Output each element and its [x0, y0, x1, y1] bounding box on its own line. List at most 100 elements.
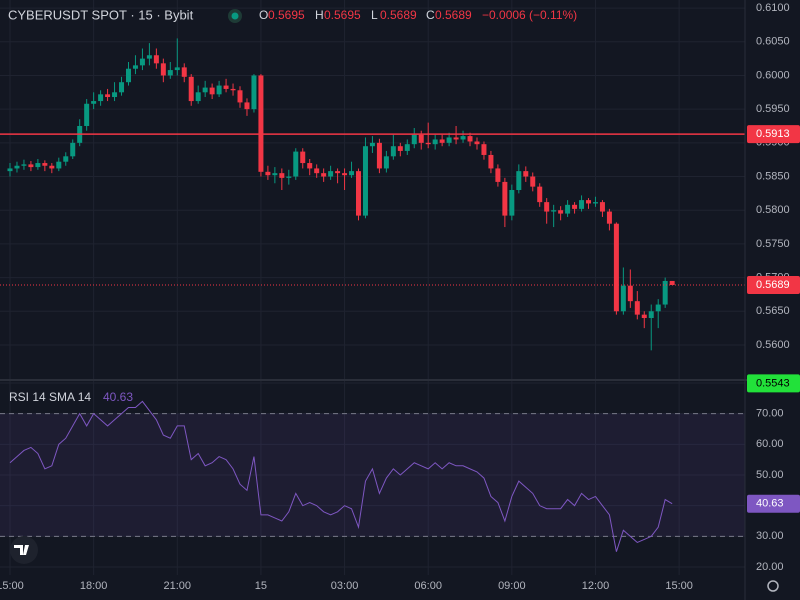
candle-body	[146, 55, 152, 59]
price-label: 0.5689	[756, 279, 790, 291]
rsi-label-box	[747, 494, 800, 513]
candle-body	[356, 171, 361, 216]
candle-body	[321, 173, 327, 177]
candle-body	[425, 142, 431, 145]
y-tick-label: 20.00	[756, 561, 784, 573]
y-tick-label: 0.6050	[756, 36, 790, 48]
candle-body	[174, 67, 180, 71]
candle-body	[335, 171, 341, 174]
rsi-line	[9, 400, 673, 552]
candle-body	[119, 82, 125, 93]
ohlc-letter: O	[259, 8, 268, 22]
candle-body	[56, 161, 62, 169]
candle-body	[383, 156, 389, 169]
x-tick-label: 15:00	[0, 580, 24, 592]
alert-label: 0.5913	[756, 128, 790, 140]
candle-body	[627, 285, 633, 302]
candle-body	[202, 87, 208, 93]
candle-body	[209, 87, 215, 95]
candle-body	[418, 134, 424, 143]
candle-body	[648, 311, 654, 319]
candle-body	[328, 171, 334, 177]
symbol: CYBERUSDT SPOT · 15 · Bybit	[8, 7, 194, 22]
candle-body	[641, 314, 647, 319]
candle-body	[488, 154, 494, 169]
candle-body	[565, 204, 571, 214]
indicator-title: RSI 14 SMA 14	[9, 390, 91, 404]
ohlc-letter: C	[426, 8, 435, 22]
rsi-label: 40.63	[756, 498, 784, 510]
candle-body	[132, 65, 138, 69]
y-tick-label: 0.5600	[756, 339, 790, 351]
candle-body	[279, 173, 285, 178]
candle-body	[91, 101, 97, 104]
candle-body	[14, 165, 20, 169]
candle-body	[293, 151, 299, 177]
y-tick-label: 0.6000	[756, 69, 790, 81]
candle-body	[502, 181, 508, 216]
candle-body	[474, 141, 480, 145]
candle-body	[432, 139, 438, 145]
y-tick-label: 60.00	[756, 438, 784, 450]
candle-body	[390, 146, 396, 157]
candle-body	[300, 151, 306, 164]
price-label-box	[747, 276, 800, 294]
candle-body	[495, 168, 501, 182]
candle-body	[195, 92, 201, 102]
change: −0.0006 (−0.11%)	[482, 8, 577, 22]
candle-body	[481, 144, 487, 155]
ohlc-value: 0.5695	[324, 8, 361, 22]
candle-body	[42, 163, 48, 166]
candle-body	[181, 67, 187, 77]
candle-body	[230, 88, 236, 91]
candle-body	[460, 136, 466, 140]
x-tick-label: 03:00	[331, 580, 359, 592]
x-tick-label: 15	[255, 580, 267, 592]
x-tick-label: 21:00	[164, 580, 192, 592]
candle-body	[599, 202, 605, 212]
candle-body	[167, 70, 173, 76]
candle-body	[586, 200, 592, 204]
candle-body	[558, 210, 564, 214]
ohlc-letter: H	[315, 8, 324, 22]
x-tick-label: 15:00	[665, 580, 693, 592]
y-tick-label: 0.5950	[756, 103, 790, 115]
candle-body	[467, 136, 473, 142]
candle-body	[572, 204, 578, 209]
marker-label: 0.5543	[756, 377, 790, 389]
candle-body	[613, 223, 619, 312]
y-tick-label: 70.00	[756, 408, 784, 420]
ohlc-value: 0.5689	[435, 8, 472, 22]
candle-body	[516, 171, 522, 190]
candle-body	[223, 85, 229, 89]
candle-body	[544, 202, 550, 212]
y-tick-label: 50.00	[756, 469, 784, 481]
settings-icon[interactable]	[767, 580, 779, 592]
candle-body	[188, 76, 194, 102]
x-tick-label: 12:00	[582, 580, 610, 592]
y-tick-label: 0.5850	[756, 170, 790, 182]
candle-body	[7, 168, 13, 172]
candle-body	[160, 63, 166, 76]
candle-body	[439, 139, 445, 143]
candle-body	[342, 173, 348, 176]
ohlc-letter: L	[371, 8, 378, 22]
y-tick-label: 0.5800	[756, 204, 790, 216]
candle-body	[662, 280, 668, 305]
rsi-band	[0, 413, 745, 537]
candle-body	[411, 134, 417, 145]
candle-body	[509, 190, 515, 216]
candle-body	[606, 211, 612, 224]
candle-body	[397, 146, 403, 151]
candle-body	[453, 137, 459, 140]
candle-body	[620, 285, 626, 312]
alert-label-box	[747, 125, 800, 144]
candle-body	[634, 301, 640, 315]
candle-body	[251, 75, 257, 110]
candle-body	[655, 304, 661, 312]
marker-box	[747, 374, 800, 393]
y-tick-label: 0.5650	[756, 305, 790, 317]
candle-body	[523, 171, 529, 177]
candle-body	[70, 142, 76, 157]
